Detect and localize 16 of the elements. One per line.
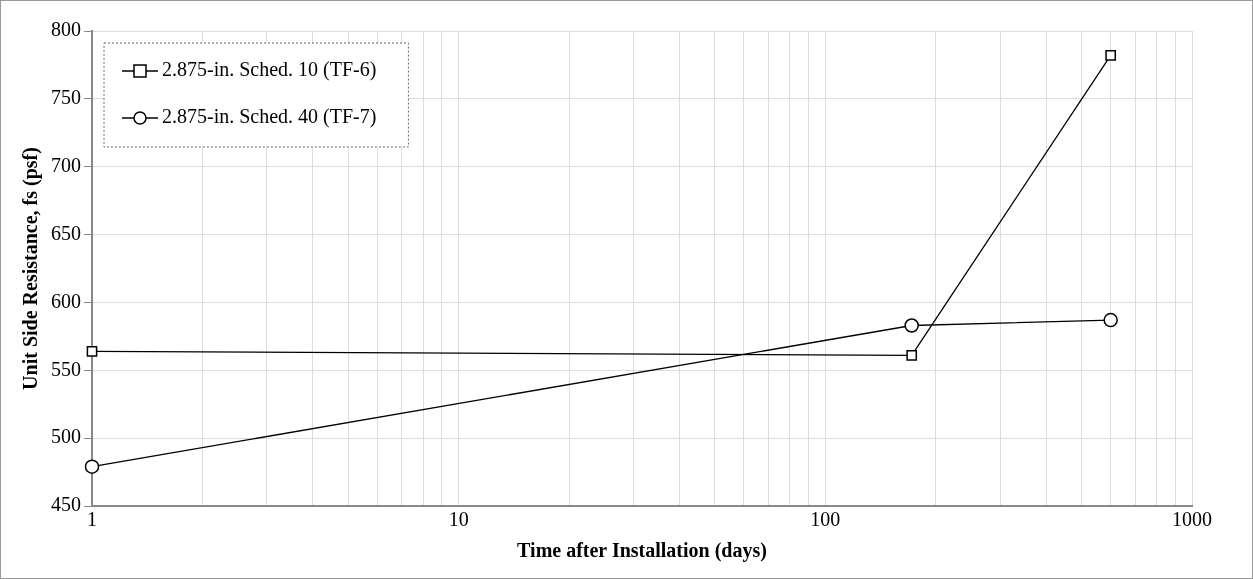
y-tick-label: 800	[51, 18, 81, 41]
x-tick-label: 100	[810, 508, 841, 531]
legend-label: 2.875-in. Sched. 40 (TF-7)	[162, 105, 377, 129]
x-tick-label: 10	[448, 508, 469, 531]
x-tick-label: 1	[87, 508, 97, 531]
y-tick-label: 550	[51, 357, 81, 380]
x-axis-title: Time after Installation (days)	[517, 539, 767, 563]
y-tick-label: 750	[51, 86, 81, 109]
y-tick-label: 600	[51, 289, 81, 312]
y-tick-label: 650	[51, 221, 81, 244]
y-tick-label: 700	[51, 153, 81, 176]
y-tick-label: 450	[51, 493, 81, 516]
y-axis-title: Unit Side Resistance, fs (psf)	[19, 147, 43, 390]
x-tick-label: 1000	[1172, 508, 1212, 531]
y-tick-label: 500	[51, 425, 81, 448]
legend-label: 2.875-in. Sched. 10 (TF-6)	[162, 58, 377, 82]
